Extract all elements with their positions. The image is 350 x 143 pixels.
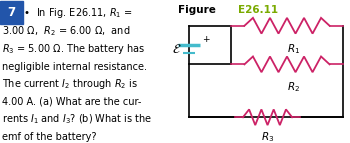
Text: negligible internal resistance.: negligible internal resistance. [2,62,147,72]
Text: E26.11: E26.11 [238,5,278,15]
Text: $R_3$ = 5.00 $\Omega$. The battery has: $R_3$ = 5.00 $\Omega$. The battery has [2,42,145,56]
Text: The current $I_2$ through $R_2$ is: The current $I_2$ through $R_2$ is [2,77,138,91]
Text: •: • [24,8,30,18]
Text: Figure: Figure [178,5,220,15]
Text: $R_3$: $R_3$ [261,130,274,143]
Text: $R_1$: $R_1$ [287,42,301,55]
Text: 3.00 $\Omega$,  $R_2$ = 6.00 $\Omega$,  and: 3.00 $\Omega$, $R_2$ = 6.00 $\Omega$, an… [2,25,130,38]
Text: emf of the battery?: emf of the battery? [2,132,96,142]
Text: +: + [202,35,210,44]
Text: $R_2$: $R_2$ [287,80,301,94]
FancyBboxPatch shape [0,1,23,24]
Text: 4.00 A. (a) What are the cur-: 4.00 A. (a) What are the cur- [2,97,141,107]
Text: 7: 7 [7,6,15,19]
Text: rents $I_1$ and $I_3$? (b) What is the: rents $I_1$ and $I_3$? (b) What is the [2,113,152,126]
Text: $\mathcal{E}$: $\mathcal{E}$ [172,43,182,56]
Text: In Fig. E26.11, $R_1$ =: In Fig. E26.11, $R_1$ = [36,6,133,20]
